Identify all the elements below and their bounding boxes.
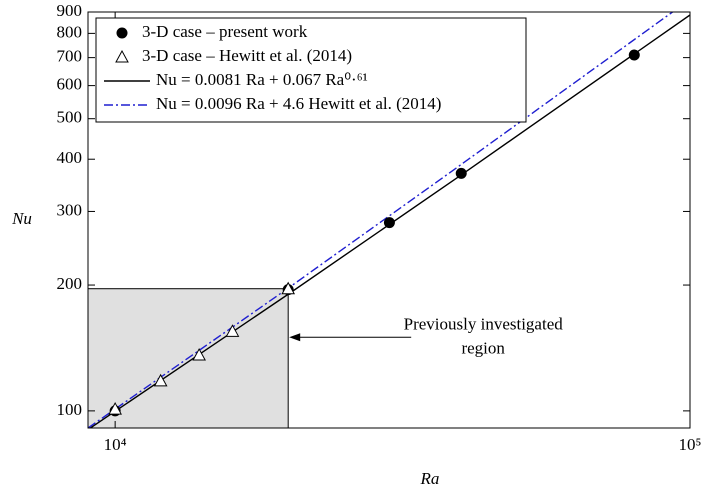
y-tick-label: 400 — [57, 148, 83, 167]
legend-label: 3-D case – present work — [142, 22, 308, 41]
plot-frame — [87, 11, 691, 429]
annotation: Previously investigated region — [404, 314, 564, 357]
legend-label: Nu = 0.0096 Ra + 4.6 Hewitt et al. (2014… — [156, 94, 441, 113]
data-point — [281, 281, 296, 295]
data-point — [455, 167, 467, 179]
data-point — [225, 324, 240, 337]
data-point — [153, 373, 168, 387]
data-point — [115, 49, 129, 63]
y-tick-label: 500 — [57, 108, 83, 127]
x-tick-label: 10⁴ — [104, 435, 127, 454]
data-point — [383, 217, 395, 229]
plot-area — [88, 12, 690, 428]
legend-label: Nu = 0.0081 Ra + 0.067 Ra⁰·⁶¹ — [156, 70, 368, 89]
x-axis-label: Ra — [420, 469, 440, 488]
y-tick-label: 300 — [57, 200, 83, 219]
y-tick-label: 700 — [57, 47, 83, 66]
data-point — [192, 348, 206, 361]
annotation-arrowhead — [289, 333, 301, 342]
legend-box — [95, 17, 527, 123]
y-tick-label: 100 — [57, 400, 83, 419]
data-point — [108, 402, 122, 415]
data-point — [116, 27, 128, 39]
fit-line — [89, 14, 690, 428]
y-tick-label: 900 — [57, 1, 83, 20]
y-tick-label: 800 — [57, 22, 83, 41]
y-tick-label: 600 — [57, 75, 83, 94]
y-axis-label: Nu — [11, 209, 32, 228]
legend-label: 3-D case – Hewitt et al. (2014) — [142, 46, 352, 65]
fit-line — [88, 12, 674, 428]
y-tick-label: 200 — [57, 274, 83, 293]
x-tick-label: 10⁵ — [679, 435, 702, 454]
data-point — [628, 49, 640, 61]
